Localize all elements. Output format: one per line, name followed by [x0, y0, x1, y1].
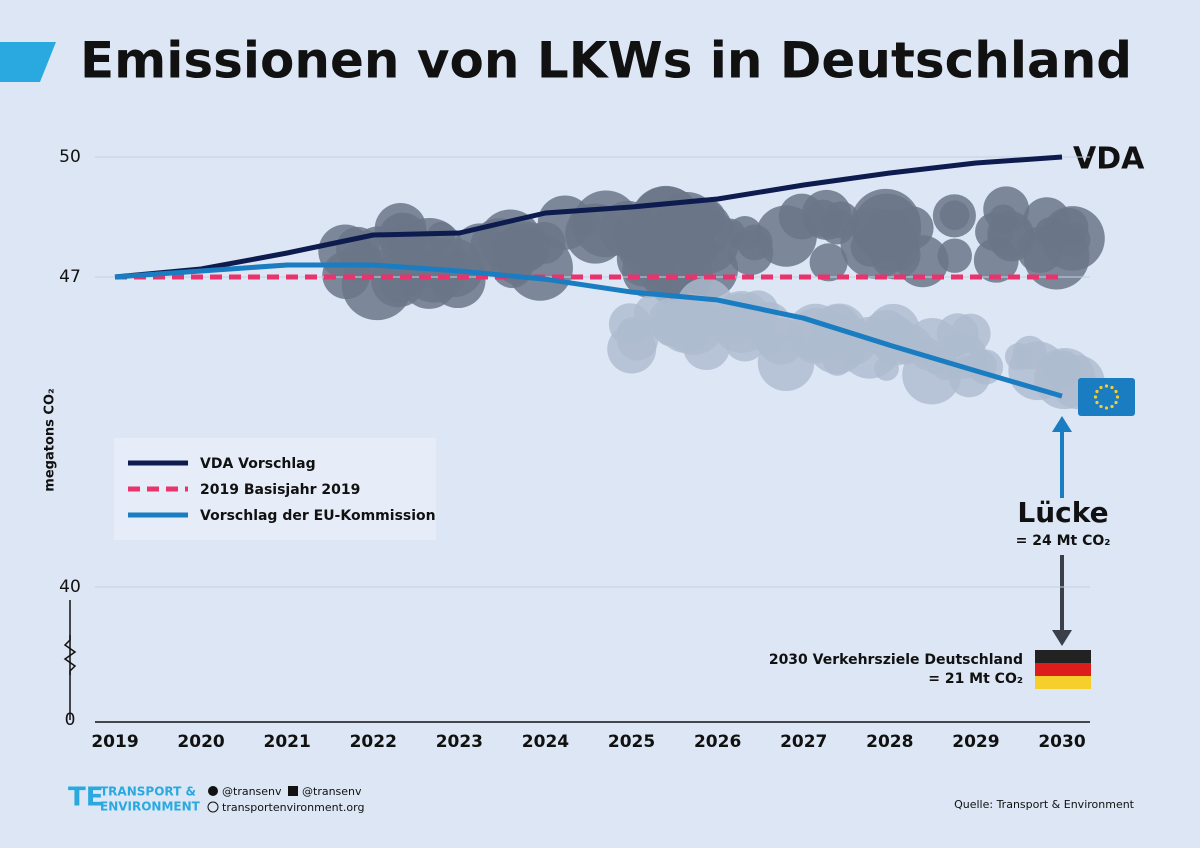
logo-mark: TE: [68, 783, 104, 813]
gap-value: = 24 Mt CO₂: [1016, 533, 1111, 549]
star: [1104, 384, 1109, 388]
legend-label: Vorschlag der EU-Kommission: [200, 508, 436, 524]
x-tick-label: 2027: [780, 732, 827, 752]
target-value: = 21 Mt CO₂: [928, 671, 1023, 687]
x-tick-label: 2030: [1038, 732, 1085, 752]
web-icon: [207, 801, 219, 813]
de-flag-black: [1035, 650, 1091, 663]
x-tick-label: 2019: [91, 732, 138, 752]
logo-line2: ENVIRONMENT: [100, 800, 201, 814]
star: [1095, 389, 1099, 394]
website: transportenvironment.org: [222, 801, 364, 814]
cloud-puff: [983, 186, 1030, 233]
cloud-puff: [943, 332, 969, 358]
star: [1099, 385, 1103, 390]
cloud-puff: [622, 244, 676, 298]
star: [1104, 406, 1109, 410]
cloud-puff: [973, 237, 1019, 283]
cloud-puff: [430, 252, 486, 309]
arrow-head: [1052, 630, 1072, 646]
cloud-puff: [523, 221, 566, 264]
cloud-puff: [809, 243, 848, 282]
star: [1093, 395, 1098, 399]
logo-line1: TRANSPORT &: [100, 785, 196, 799]
cloud-puff: [1016, 226, 1064, 273]
facebook-icon: [288, 786, 298, 796]
end-label: VDA: [1073, 142, 1145, 177]
twitter-icon: [208, 786, 218, 796]
x-tick-label: 2022: [350, 732, 397, 752]
arrow-head: [1052, 416, 1072, 432]
cloud-puff: [607, 324, 657, 374]
de-flag-red: [1035, 663, 1091, 676]
chart-title: Emissionen von LKWs in Deutschland: [80, 32, 1132, 90]
cloud-puff: [386, 223, 421, 257]
cloud-puff: [840, 208, 911, 279]
star: [1099, 404, 1103, 409]
de-flag-gold: [1035, 676, 1091, 689]
target-title: 2030 Verkehrsziele Deutschland: [769, 652, 1023, 668]
y-tick-label: 0: [65, 710, 76, 730]
twitter-handle: @transenv: [222, 785, 282, 798]
facebook-handle: @transenv: [302, 785, 362, 798]
x-tick-label: 2025: [608, 732, 655, 752]
axis-break: [63, 635, 77, 675]
cloud-puff: [490, 232, 520, 262]
y-tick-label: 50: [59, 147, 81, 167]
legend-label: VDA Vorschlag: [200, 456, 316, 472]
star: [1115, 395, 1120, 399]
y-tick-label: 47: [59, 267, 81, 287]
smoke-clouds: [318, 185, 1105, 410]
cloud-puff: [653, 312, 688, 347]
x-tick-label: 2023: [436, 732, 483, 752]
star: [1095, 400, 1099, 405]
legend-label: 2019 Basisjahr 2019: [200, 482, 360, 498]
cloud-puff: [788, 307, 845, 364]
star: [1110, 404, 1114, 409]
x-tick-label: 2026: [694, 732, 741, 752]
source: Quelle: Transport & Environment: [954, 798, 1135, 811]
cloud-puff: [932, 194, 976, 238]
y-axis-label: megatons CO₂: [43, 388, 58, 491]
x-tick-label: 2024: [522, 732, 569, 752]
cloud-puff: [778, 193, 825, 240]
x-tick-label: 2028: [866, 732, 913, 752]
series-line: [114, 262, 1063, 399]
eu-stars: [1093, 384, 1120, 410]
title-accent: [0, 42, 56, 82]
x-tick-label: 2029: [952, 732, 999, 752]
x-tick-label: 2020: [177, 732, 224, 752]
cloud-puff: [341, 241, 382, 282]
star: [1110, 385, 1114, 390]
cloud-puff: [565, 203, 626, 264]
series-line: [114, 154, 1063, 280]
star: [1114, 400, 1118, 405]
cloud-puff: [676, 201, 732, 257]
x-tick-label: 2021: [264, 732, 311, 752]
gap-title: Lücke: [1017, 496, 1108, 529]
eu-flag: [1078, 378, 1135, 416]
star: [1114, 389, 1118, 394]
y-tick-label: 40: [59, 577, 81, 597]
